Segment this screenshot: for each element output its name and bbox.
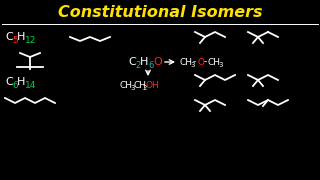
Text: 6: 6 bbox=[148, 60, 153, 69]
Text: O: O bbox=[153, 57, 162, 67]
Text: 3: 3 bbox=[218, 62, 222, 68]
Text: C: C bbox=[5, 77, 13, 87]
Text: H: H bbox=[17, 32, 25, 42]
Text: 2: 2 bbox=[143, 85, 148, 91]
Text: O: O bbox=[197, 57, 204, 66]
Text: 3: 3 bbox=[190, 62, 195, 68]
Text: 12: 12 bbox=[25, 35, 36, 44]
Text: Constitutional Isomers: Constitutional Isomers bbox=[58, 4, 262, 19]
Text: 5: 5 bbox=[12, 35, 18, 44]
Text: 6: 6 bbox=[12, 80, 18, 89]
Text: CH: CH bbox=[133, 80, 146, 89]
Text: H: H bbox=[17, 77, 25, 87]
Text: CH: CH bbox=[120, 80, 133, 89]
Text: 3: 3 bbox=[130, 85, 134, 91]
Text: CH: CH bbox=[208, 57, 221, 66]
Text: 14: 14 bbox=[25, 80, 36, 89]
Text: H: H bbox=[140, 57, 148, 67]
Text: OH: OH bbox=[146, 80, 160, 89]
Text: 2: 2 bbox=[135, 60, 140, 69]
Text: CH: CH bbox=[180, 57, 193, 66]
Text: -: - bbox=[204, 57, 207, 66]
Text: C: C bbox=[5, 32, 13, 42]
Text: C: C bbox=[128, 57, 136, 67]
Text: -: - bbox=[193, 57, 196, 66]
